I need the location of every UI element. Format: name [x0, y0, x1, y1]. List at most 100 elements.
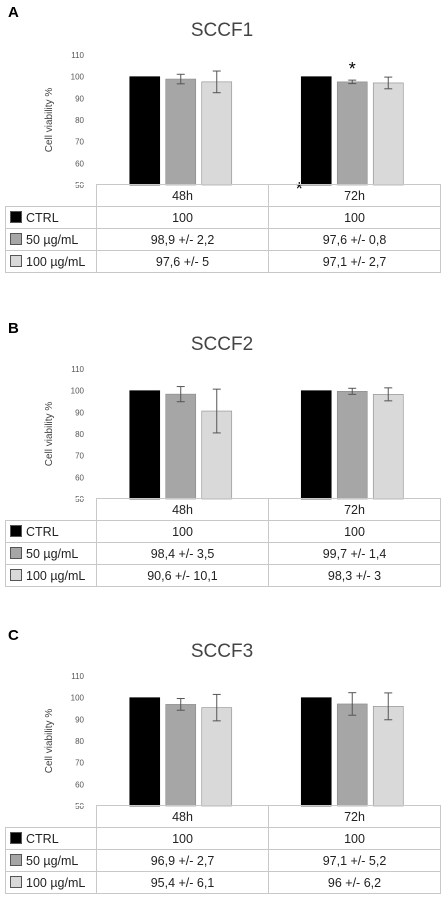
bar — [336, 391, 368, 500]
bar — [201, 707, 233, 807]
table-cell: 90,6 +/- 10,1 — [96, 564, 269, 587]
bar — [300, 697, 332, 807]
chart-title: SCCF1 — [191, 20, 253, 41]
table-cell: 100 — [96, 827, 269, 850]
table-cell: 96 +/- 6,2 — [268, 871, 441, 894]
column-header-48h: 48h — [96, 184, 269, 207]
y-tick-label: 100 — [71, 73, 85, 82]
y-tick-label: 80 — [75, 116, 84, 125]
table-cell: 98,9 +/- 2,2 — [96, 228, 269, 251]
y-tick-label: 90 — [75, 408, 84, 417]
table-cell: 97,6 +/- 5 — [96, 250, 269, 273]
legend-swatch-ctrl — [10, 831, 22, 844]
row-label-text: 50 µg/mL — [26, 546, 79, 561]
row-label-text: CTRL — [26, 831, 59, 846]
bar — [129, 697, 161, 807]
table-row: 50 µg/mL 96,9 +/- 2,7 97,1 +/- 5,2 — [5, 849, 441, 872]
y-tick-label: 100 — [71, 694, 85, 703]
table-cell: 98,3 +/- 3 — [268, 564, 441, 587]
table-row: 50 µg/mL 98,4 +/- 3,5 99,7 +/- 1,4 — [5, 542, 441, 565]
bar — [201, 81, 233, 186]
row-label-text: 100 µg/mL — [26, 875, 86, 890]
row-label-text: 100 µg/mL — [26, 568, 86, 583]
legend-swatch-50 — [10, 853, 22, 866]
row-label-text: 100 µg/mL — [26, 254, 86, 269]
legend-swatch-ctrl — [10, 524, 22, 537]
table-row: 100 µg/mL 95,4 +/- 6,1 96 +/- 6,2 — [5, 871, 441, 894]
y-tick-label: 60 — [75, 159, 84, 168]
y-axis-label: Cell viability % — [44, 709, 55, 774]
table-cell: 98,4 +/- 3,5 — [96, 542, 269, 565]
y-tick-label: 70 — [75, 759, 84, 768]
table-cell: 100 — [96, 206, 269, 229]
data-table: 48h 72h CTRL 100 100 50 µg/mL 98,4 +/- 3… — [5, 498, 441, 587]
y-axis-label: Cell viability % — [44, 88, 55, 153]
y-tick-label: 80 — [75, 737, 84, 746]
bar — [372, 706, 404, 807]
table-cell: 99,7 +/- 1,4 — [268, 542, 441, 565]
legend-swatch-100 — [10, 568, 22, 581]
table-cell: 100 — [96, 520, 269, 543]
bar — [300, 76, 332, 186]
table-cell: 100 — [268, 827, 441, 850]
column-header-72h: 72h — [268, 498, 441, 521]
row-label-50: 50 µg/mL — [5, 228, 97, 251]
legend-swatch-100 — [10, 875, 22, 888]
y-axis-label: Cell viability % — [44, 402, 55, 467]
table-corner — [5, 805, 97, 828]
bar — [129, 76, 161, 186]
y-tick-label: 90 — [75, 715, 84, 724]
row-label-text: 50 µg/mL — [26, 232, 79, 247]
column-header-48h: 48h — [96, 805, 269, 828]
row-label-ctrl: CTRL — [5, 206, 97, 229]
table-cell: 100 — [268, 520, 441, 543]
bar — [372, 82, 404, 186]
row-label-100: 100 µg/mL — [5, 871, 97, 894]
bar — [372, 394, 404, 500]
table-row: 100 µg/mL 97,6 +/- 5 97,1 +/- 2,7 — [5, 250, 441, 273]
row-label-text: CTRL — [26, 210, 59, 225]
column-header-48h: 48h — [96, 498, 269, 521]
panel-letter: B — [8, 320, 19, 337]
bar — [336, 703, 368, 807]
legend-swatch-ctrl — [10, 210, 22, 223]
significance-marker: * — [349, 59, 356, 79]
table-cell: 100 — [268, 206, 441, 229]
column-header-72h: 72h — [268, 184, 441, 207]
y-tick-label: 60 — [75, 473, 84, 482]
chart-title: SCCF3 — [191, 641, 253, 662]
table-cell: 97,1 +/- 5,2 — [268, 849, 441, 872]
table-row: 50 µg/mL 98,9 +/- 2,2 97,6 +/- 0,8 — [5, 228, 441, 251]
legend-swatch-100 — [10, 254, 22, 267]
y-tick-label: 70 — [75, 452, 84, 461]
table-corner — [5, 498, 97, 521]
table-cell: 95,4 +/- 6,1 — [96, 871, 269, 894]
panel-a: A SCCF1 Cell viability % 50 60 70 80 90 100 110 *… — [0, 0, 446, 300]
y-tick-label: 110 — [71, 365, 84, 374]
table-row: CTRL 100 100 — [5, 520, 441, 543]
panel-letter: A — [8, 4, 19, 21]
legend-swatch-50 — [10, 232, 22, 245]
data-table: 48h 72h CTRL 100 100 50 µg/mL 98,9 +/- 2… — [5, 184, 441, 273]
y-tick-label: 80 — [75, 430, 84, 439]
table-corner — [5, 184, 97, 207]
bar — [129, 390, 161, 500]
bar — [300, 390, 332, 500]
row-label-100: 100 µg/mL — [5, 250, 97, 273]
row-label-50: 50 µg/mL — [5, 542, 97, 565]
row-label-text: 50 µg/mL — [26, 853, 79, 868]
y-tick-label: 70 — [75, 138, 84, 147]
table-cell: 97,1 +/- 2,7 — [268, 250, 441, 273]
bar — [336, 81, 368, 186]
bar — [165, 393, 197, 500]
table-row: 100 µg/mL 90,6 +/- 10,1 98,3 +/- 3 — [5, 564, 441, 587]
y-tick-label: 90 — [75, 94, 84, 103]
table-cell: 97,6 +/- 0,8 — [268, 228, 441, 251]
row-label-text: CTRL — [26, 524, 59, 539]
y-tick-label: 100 — [71, 387, 85, 396]
y-tick-label: 110 — [71, 672, 84, 681]
data-table: 48h 72h CTRL 100 100 50 µg/mL 96,9 +/- 2… — [5, 805, 441, 894]
table-row: CTRL 100 100 — [5, 827, 441, 850]
panel-letter: C — [8, 627, 19, 644]
